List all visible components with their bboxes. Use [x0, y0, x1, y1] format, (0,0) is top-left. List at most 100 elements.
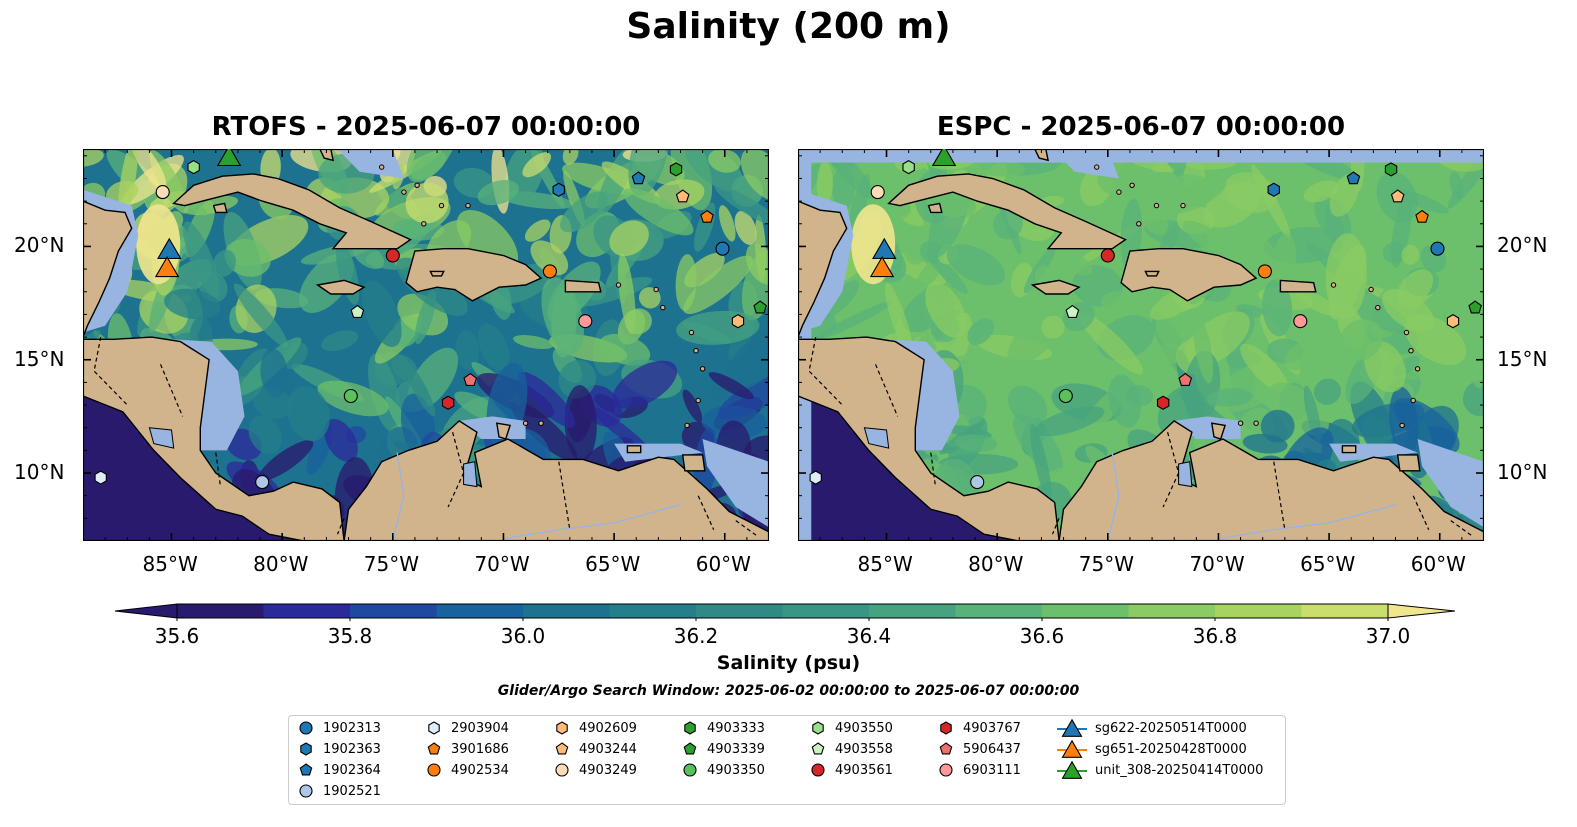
small-island [1330, 282, 1337, 288]
rtofs-lon-tick-label: 70°W [474, 552, 530, 576]
salinity-contour [233, 283, 289, 348]
pacific-ocean [83, 396, 305, 541]
legend-hexagon-icon [428, 721, 440, 735]
small-island [695, 397, 701, 404]
salinity-contour [740, 149, 769, 201]
marker-4902609 [1446, 314, 1460, 329]
shelf-area [886, 339, 960, 451]
rtofs-lat-tick-label: 15°N [14, 346, 65, 371]
legend-marker-pentagon-icon [939, 742, 953, 755]
salinity-contour [946, 244, 1006, 286]
legend-marker-circle-icon [299, 784, 313, 798]
salinity-contour [323, 418, 358, 462]
no-data-top [798, 149, 1484, 163]
espc-lat-tick-label: 20°N [1497, 233, 1548, 258]
puerto-rico-land [564, 279, 602, 293]
puerto-rico-land [1279, 279, 1317, 293]
legend-label: 6903111 [963, 762, 1021, 778]
legend-label: 4903561 [835, 762, 893, 778]
espc-lon-tick-label: 85°W [857, 552, 913, 576]
legend-label: 3901686 [451, 741, 509, 757]
shelf-area [337, 149, 404, 179]
salinity-contour [477, 179, 520, 206]
rtofs-salinity-map [83, 149, 769, 541]
isla-juventud-land [927, 202, 943, 214]
salinity-contour [1313, 378, 1342, 405]
small-island [1399, 422, 1405, 429]
marker-2903904 [809, 470, 822, 485]
legend-label: 1902364 [323, 762, 381, 778]
country-border [215, 452, 221, 485]
salinity-contour [1361, 415, 1393, 453]
marker-4903767 [441, 395, 455, 410]
country-border [1412, 495, 1430, 530]
salinity-contour [1043, 348, 1069, 379]
shelf-area [171, 339, 245, 451]
salinity-contour [1462, 379, 1484, 417]
legend-circle-icon [299, 721, 313, 735]
country-border [1051, 518, 1060, 535]
legend-label: 1902363 [323, 741, 381, 757]
south-america-land [343, 420, 769, 541]
salinity-contour [1153, 343, 1184, 365]
salinity-contour [455, 330, 480, 370]
marker-4903550 [902, 159, 915, 175]
salinity-contour [212, 249, 236, 277]
salinity-contour [1254, 240, 1274, 261]
legend-label: 1902521 [323, 783, 381, 799]
salinity-contour [599, 333, 651, 366]
salinity-contour [258, 440, 314, 481]
legend-label: 4902609 [579, 720, 637, 736]
legend-label: sg622-20250514T0000 [1095, 720, 1247, 736]
colorbar-extend-min [115, 603, 178, 619]
river [1107, 452, 1120, 541]
legend-marker-pentagon-icon [555, 742, 569, 755]
salinity-contour [1206, 388, 1253, 407]
legend-label: 4903558 [835, 741, 893, 757]
salinity-contour [1164, 177, 1227, 214]
country-border [93, 336, 128, 406]
cuba-land [172, 173, 412, 250]
colorbar-segment [177, 604, 264, 618]
colorbar-segment [263, 604, 351, 618]
rtofs-lon-tick-label: 75°W [363, 552, 420, 576]
legend-item: 4902609 [553, 718, 637, 738]
legend-triangle-icon [1061, 718, 1083, 737]
bahamas-andros-land [319, 149, 335, 162]
legend-item: 4903244 [553, 739, 637, 759]
salinity-contour [815, 301, 892, 340]
salinity-contour [560, 191, 608, 233]
legend-item: 4903333 [681, 718, 765, 738]
marker-1902363 [552, 182, 565, 197]
colorbar-segment [609, 604, 697, 618]
colorbar-segment [696, 604, 783, 618]
isla-juventud-land [212, 202, 228, 214]
small-island [1094, 164, 1100, 170]
hispaniola-land [1120, 247, 1258, 302]
legend: 1902313 1902363 1902364 1902521 2903904 39016… [288, 715, 1286, 805]
country-border [874, 364, 899, 417]
legend-label: 4903550 [835, 720, 893, 736]
espc-panel-title: ESPC - 2025-06-07 00:00:00 [936, 112, 1346, 142]
salinity-contour [683, 255, 753, 315]
margarita-land [1341, 445, 1357, 454]
small-island [699, 366, 706, 372]
legend-pentagon-icon [683, 742, 697, 755]
small-island [379, 164, 385, 170]
legend-label: 4903767 [963, 720, 1021, 736]
salinity-contour [248, 415, 282, 455]
salinity-contour [1325, 233, 1367, 320]
marker-4902609 [731, 314, 745, 329]
legend-marker-triangle-icon [1057, 739, 1087, 758]
colorbar-segment [523, 604, 610, 618]
map-frame [798, 149, 1484, 541]
salinity-contour [884, 282, 914, 359]
legend-marker-triangle-icon [1057, 718, 1087, 737]
marker-4903339 [1468, 300, 1482, 314]
country-border [558, 461, 571, 530]
legend-marker-pentagon-icon [299, 763, 313, 776]
marker-2903904 [94, 470, 107, 485]
cuba-land [887, 173, 1127, 250]
salinity-contour [745, 243, 769, 285]
salinity-contour [1382, 242, 1408, 264]
